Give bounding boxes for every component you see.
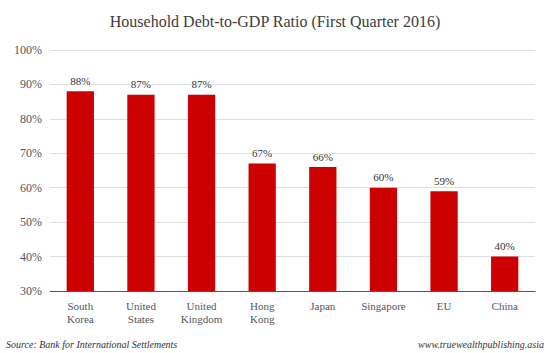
svg-text:EU: EU — [437, 300, 452, 312]
svg-text:67%: 67% — [252, 147, 272, 159]
svg-text:60%: 60% — [20, 181, 42, 195]
svg-text:Japan: Japan — [310, 300, 336, 312]
svg-text:90%: 90% — [20, 77, 42, 91]
svg-text:88%: 88% — [70, 75, 90, 87]
svg-text:Kingdom: Kingdom — [181, 313, 223, 325]
svg-text:66%: 66% — [313, 151, 333, 163]
svg-text:100%: 100% — [14, 43, 42, 57]
svg-text:50%: 50% — [20, 215, 42, 229]
svg-text:www.truewealthpublishing.asia: www.truewealthpublishing.asia — [418, 339, 544, 350]
svg-text:59%: 59% — [434, 175, 454, 187]
svg-text:Source: Bank for International: Source: Bank for International Settlemen… — [6, 339, 177, 350]
svg-text:Hong: Hong — [250, 300, 275, 312]
svg-text:30%: 30% — [20, 284, 42, 298]
svg-text:87%: 87% — [191, 78, 211, 90]
svg-text:60%: 60% — [373, 171, 393, 183]
svg-text:87%: 87% — [131, 78, 151, 90]
svg-text:Kong: Kong — [250, 313, 275, 325]
svg-text:70%: 70% — [20, 146, 42, 160]
svg-text:United: United — [187, 300, 217, 312]
svg-text:40%: 40% — [20, 250, 42, 264]
svg-text:Korea: Korea — [67, 313, 94, 325]
svg-text:40%: 40% — [495, 240, 515, 252]
svg-text:United: United — [126, 300, 156, 312]
svg-text:China: China — [492, 300, 518, 312]
svg-text:Household Debt-to-GDP Ratio (F: Household Debt-to-GDP Ratio (First Quart… — [110, 13, 440, 31]
svg-text:80%: 80% — [20, 112, 42, 126]
svg-text:States: States — [128, 313, 154, 325]
svg-text:Singapore: Singapore — [361, 300, 406, 312]
svg-text:South: South — [67, 300, 93, 312]
